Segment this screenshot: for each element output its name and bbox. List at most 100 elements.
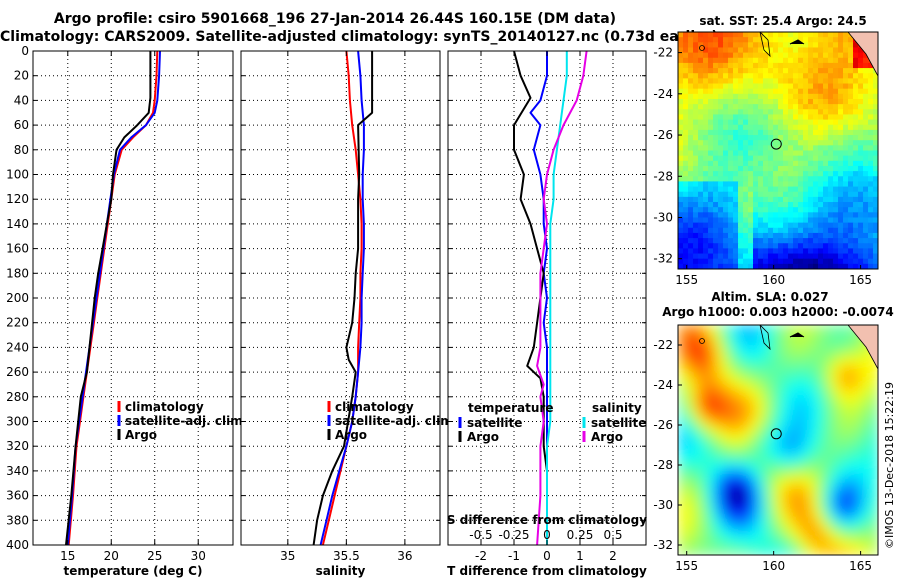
map-cell [813,176,819,183]
map-cell [853,540,859,546]
map-cell [678,119,684,126]
map-cell [733,455,739,461]
map-cell [853,530,859,536]
map-cell [698,150,704,157]
map-cell [828,104,834,110]
map-cell [733,140,739,146]
map-cell [828,375,834,381]
chart-title-line1: Argo profile: csiro 5901668_196 27-Jan-2… [53,11,617,27]
map-cell [683,500,689,506]
map-cell [823,135,829,141]
map-cell [678,395,684,401]
map-cell [743,88,749,95]
map-cell [833,415,839,421]
map-cell [848,171,854,177]
map-cell [838,196,844,203]
map-cell [738,32,744,38]
map-cell [773,550,779,555]
map-cell [708,181,714,188]
map-cell [703,500,709,506]
map-cell [678,176,684,183]
map-cell [798,475,804,481]
map-cell [728,191,734,198]
map-cell [803,360,809,366]
map-cell [813,500,819,506]
map-cell [753,124,759,131]
map-cell [808,375,814,381]
map-cell [733,335,739,341]
map-cell [873,140,878,146]
map-cell [868,430,874,436]
map-cell [788,325,794,331]
map-cell [758,530,764,536]
map-cell [693,545,699,551]
map-cell [713,475,719,481]
map-cell [678,83,684,90]
map-cell [713,465,719,471]
map-cell [828,248,834,255]
map-cell [748,212,754,219]
map-cell [838,243,844,249]
map-cell [823,350,829,356]
map-cell [768,171,774,177]
map-cell [733,410,739,416]
map-cell [768,104,774,110]
map-cell [843,114,849,121]
map-cell [683,202,689,208]
map-cell [823,227,829,234]
map-cell [703,171,709,177]
map-cell [698,88,704,95]
map-cell [838,119,844,126]
map-cell [748,140,754,146]
map-cell [798,88,804,95]
map-cell [703,465,709,471]
map-cell [798,460,804,466]
map-cell [728,217,734,224]
map-cell [783,181,789,188]
map-cell [743,500,749,506]
map-cell [793,470,799,476]
map-cell [818,238,824,244]
map-cell [728,460,734,466]
map-cell [693,380,699,386]
map-frame [677,31,879,270]
map-cell [853,47,859,54]
map-cell [788,540,794,546]
map-cell [713,450,719,456]
map-cell [823,460,829,466]
map-cell [688,525,694,531]
map-cell [778,129,784,136]
map-cell [728,181,734,188]
map-cell [683,350,689,356]
map-cell [773,410,779,416]
map-cell [853,68,859,74]
map-cell [763,405,769,411]
map-cell [818,129,824,136]
map-cell [683,425,689,431]
map-cell [763,375,769,381]
map-cell [688,119,694,126]
map-cell [773,135,779,141]
map-cell [798,160,804,167]
map-cell [788,248,794,255]
map-cell [868,243,874,249]
map-cell [838,207,844,213]
map-cell [863,390,869,396]
map-cell [683,42,689,49]
map-cell [833,258,839,265]
map-cell [693,202,699,208]
map-cell [733,515,739,521]
map-cell [753,253,759,260]
map-cell [708,485,714,491]
map-cell [713,119,719,126]
map-cell [713,155,719,162]
map-cell [778,480,784,486]
map-cell [813,32,819,38]
map-cell [788,98,794,105]
map-cell [768,365,774,371]
map-cell [778,114,784,121]
map-cell [698,435,704,441]
map-cell [738,98,744,105]
map-cell [718,485,724,491]
